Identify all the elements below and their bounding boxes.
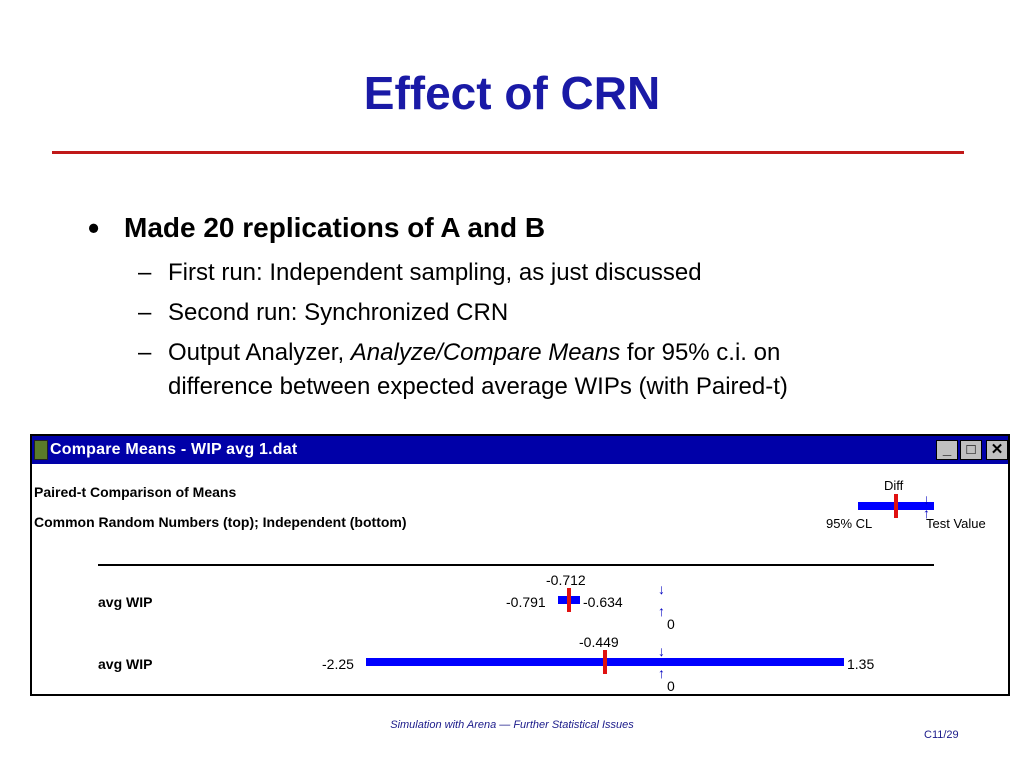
legend-test-value-label: Test Value <box>926 516 986 531</box>
maximize-button[interactable]: □ <box>960 440 982 460</box>
sub3-italic: Analyze/Compare Means <box>350 339 621 366</box>
separator-line <box>98 564 934 566</box>
crn-high-value: -0.634 <box>583 594 623 610</box>
legend-arrow-up-icon: ↑ <box>923 505 930 521</box>
window-content: Paired-t Comparison of Means Common Rand… <box>32 464 1008 694</box>
ind-zero-label: 0 <box>667 678 675 694</box>
comparison-heading: Paired-t Comparison of Means <box>34 484 237 500</box>
title-divider <box>52 151 964 154</box>
slide-title: Effect of CRN <box>363 67 661 119</box>
crn-mean-value: -0.712 <box>546 572 586 588</box>
sub-bullet-text: First run: Independent sampling, as just… <box>168 259 702 286</box>
ind-mean-value: -0.449 <box>579 634 619 650</box>
sub-bullet-text: difference between expected average WIPs… <box>168 373 788 400</box>
ind-arrow-up-icon: ↑ <box>658 665 665 681</box>
app-icon[interactable] <box>34 440 48 460</box>
comparison-subheading: Common Random Numbers (top); Independent… <box>34 514 407 530</box>
bullet-dot-icon: • <box>88 210 100 246</box>
row-label-independent: avg WIP <box>98 656 153 672</box>
compare-means-window: Compare Means - WIP avg 1.dat _ □ ✕ Pair… <box>30 434 1010 696</box>
ind-arrow-down-icon: ↓ <box>658 643 665 659</box>
crn-zero-label: 0 <box>667 616 675 632</box>
crn-mean-mark <box>567 588 571 612</box>
sub3-prefix: Output Analyzer, <box>168 339 351 366</box>
close-button[interactable]: ✕ <box>986 440 1008 460</box>
sub-bullet-text: Second run: Synchronized CRN <box>168 299 509 326</box>
ind-low-value: -2.25 <box>322 656 354 672</box>
legend-mean-mark <box>894 494 898 518</box>
minimize-button[interactable]: _ <box>936 440 958 460</box>
ind-high-value: 1.35 <box>847 656 875 672</box>
crn-arrow-down-icon: ↓ <box>658 581 665 597</box>
sub3-suffix: for 95% c.i. on <box>620 339 781 366</box>
dash-icon: – <box>138 299 152 326</box>
page-number: C11/29 <box>924 729 959 741</box>
legend-cl-label: 95% CL <box>826 516 873 531</box>
crn-arrow-up-icon: ↑ <box>658 603 665 619</box>
dash-icon: – <box>138 339 152 366</box>
sub-bullet-text: Output Analyzer, Analyze/Compare Means f… <box>168 336 780 370</box>
row-label-crn: avg WIP <box>98 594 153 610</box>
ind-mean-mark <box>603 650 607 674</box>
main-bullet-text: Made 20 replications of A and B <box>124 212 546 243</box>
crn-low-value: -0.791 <box>506 594 546 610</box>
footer-text: Simulation with Arena — Further Statisti… <box>390 719 634 731</box>
legend-diff-label: Diff <box>884 478 904 493</box>
window-titlebar[interactable]: Compare Means - WIP avg 1.dat _ □ ✕ <box>32 436 1008 464</box>
window-title: Compare Means - WIP avg 1.dat <box>50 441 298 458</box>
dash-icon: – <box>138 259 152 286</box>
legend-arrow-down-icon: ↓ <box>923 491 930 507</box>
